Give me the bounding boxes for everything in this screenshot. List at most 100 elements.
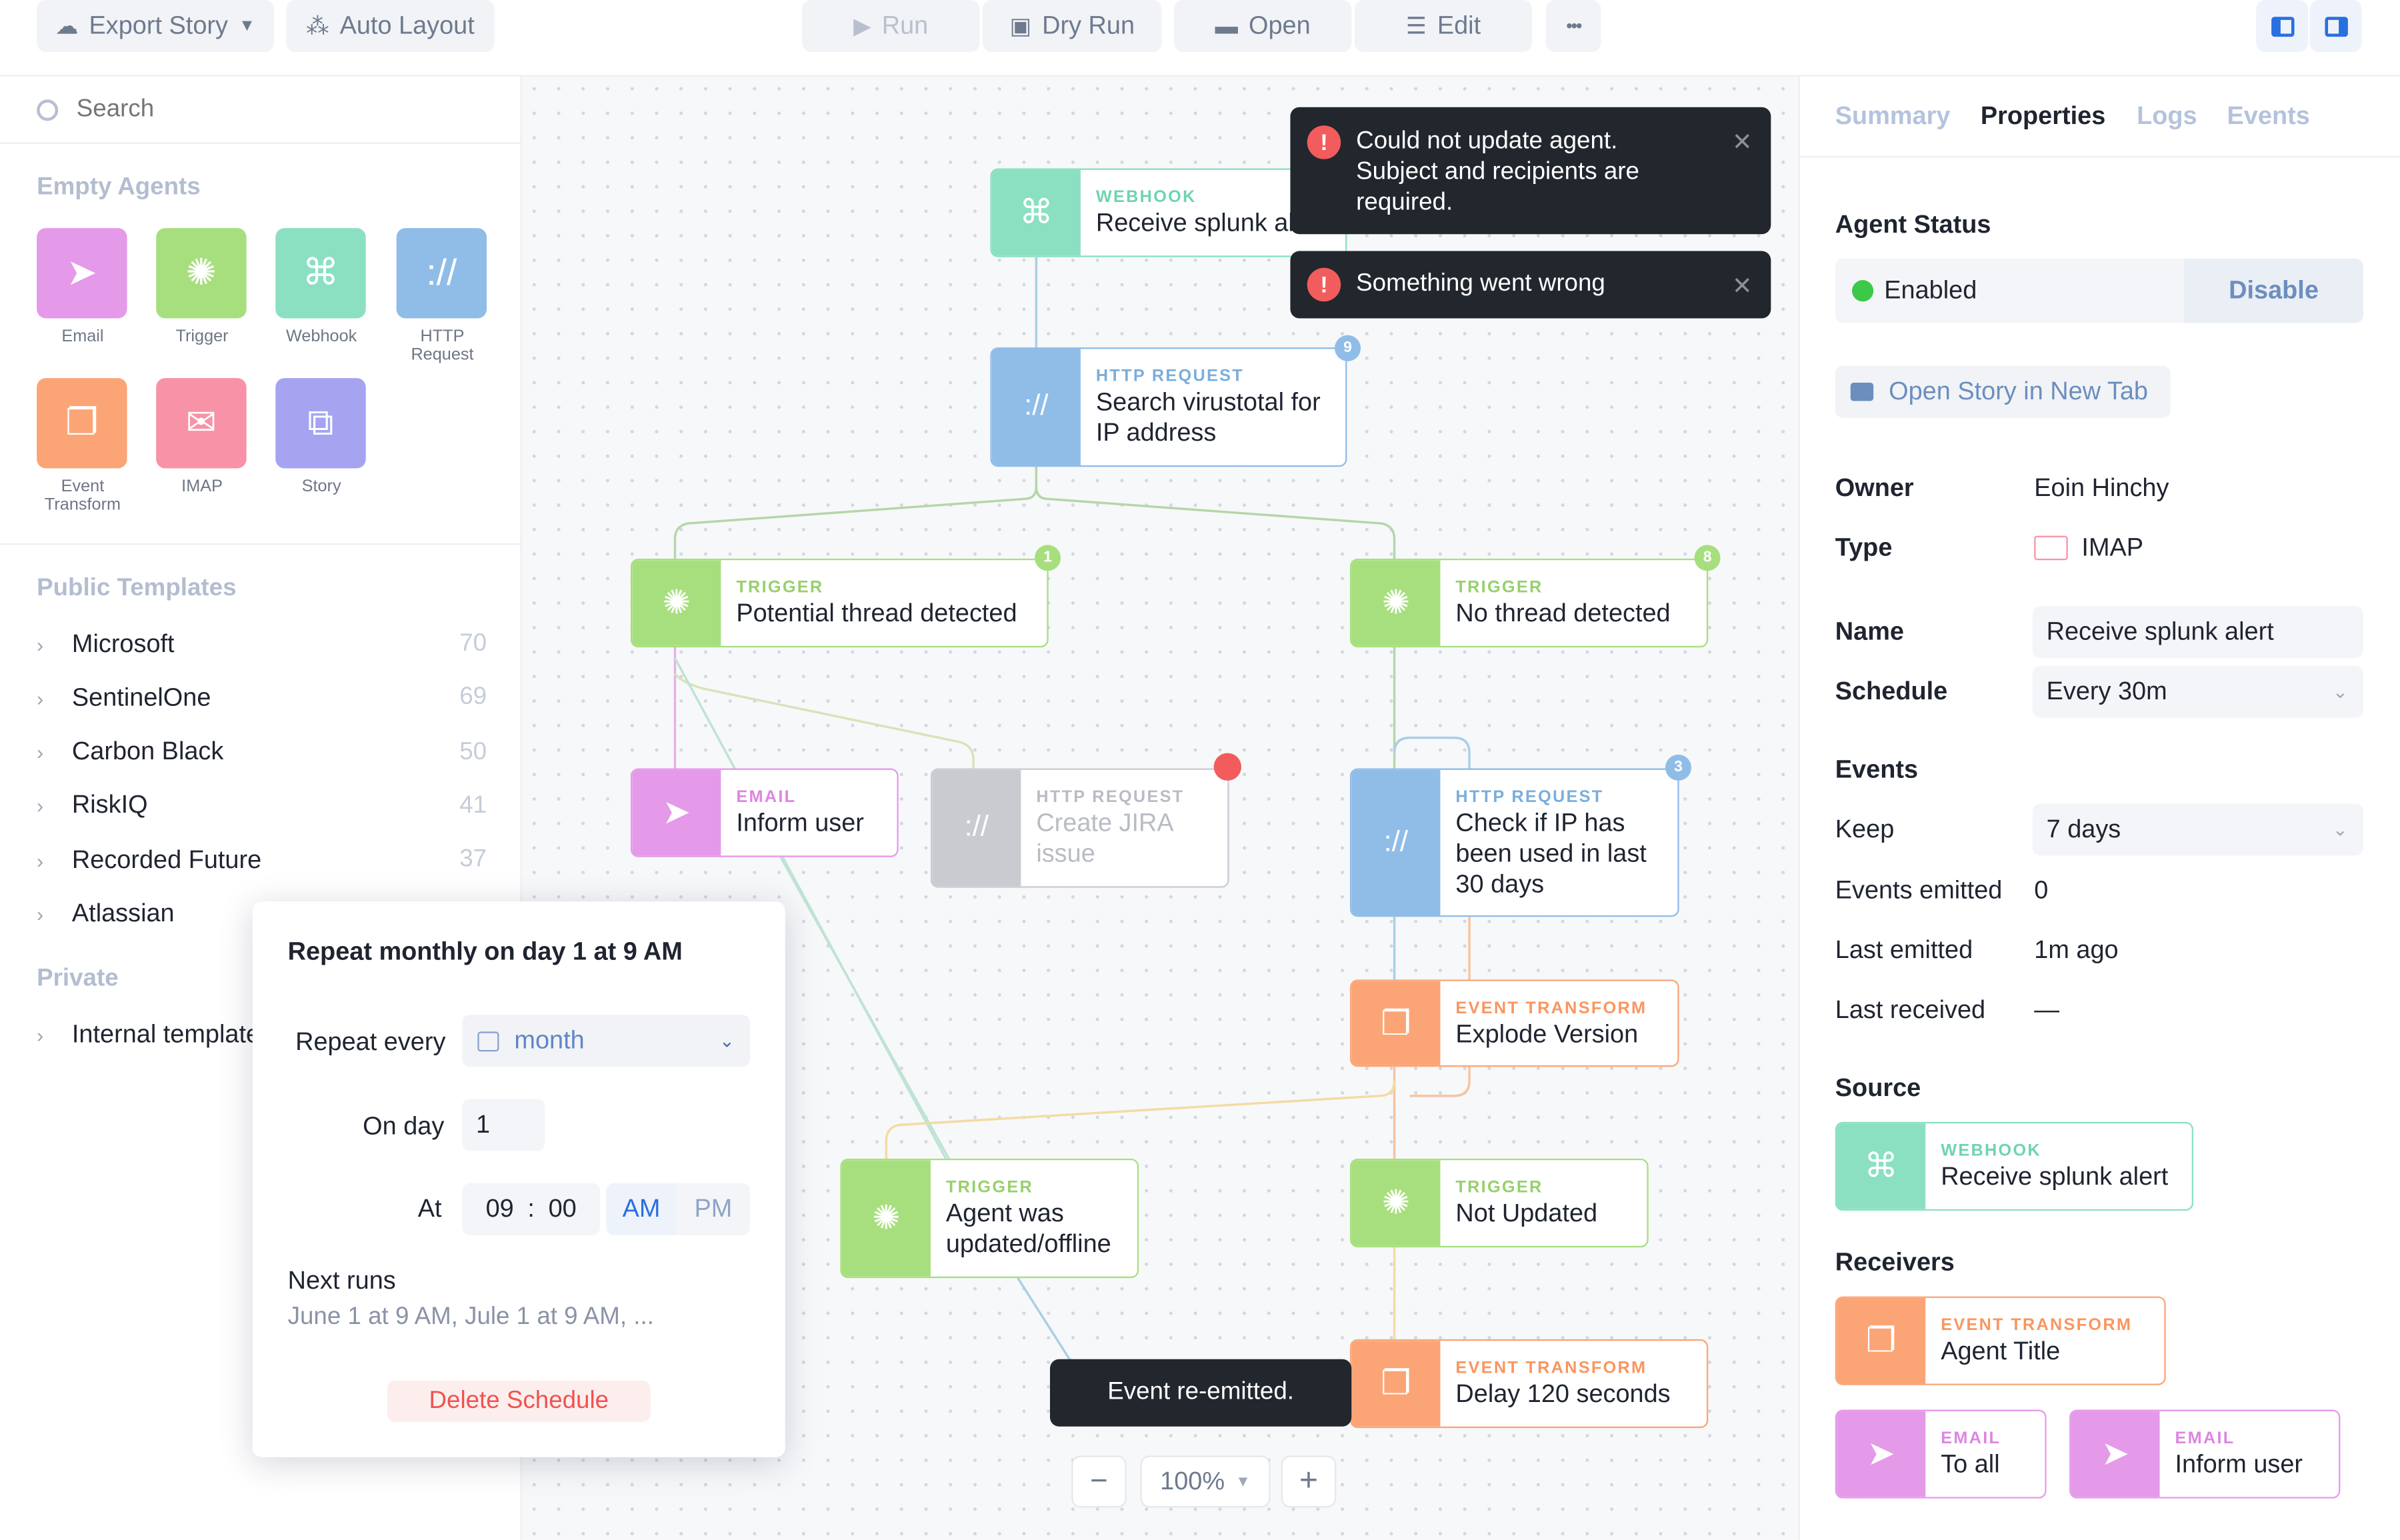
template-item[interactable]: › SentinelOne 69 [37, 683, 487, 712]
day-input[interactable]: 1 [462, 1099, 545, 1151]
trigger-icon: ✺ [632, 560, 721, 646]
public-templates-heading: Public Templates [37, 575, 237, 602]
trigger-icon: ✺ [1351, 560, 1441, 646]
tab-properties[interactable]: Properties [1980, 102, 2106, 131]
schedule-title: Repeat monthly on day 1 at 9 AM [287, 938, 683, 966]
agent-node[interactable]: ❐ EVENT TRANSFORM Delay 120 seconds [1349, 1339, 1709, 1429]
agent-node[interactable]: :// HTTP REQUEST Search virustotal for I… [990, 347, 1347, 467]
private-heading: Private [37, 965, 119, 992]
agent-node[interactable]: ⌘ WEBHOOK Receive splunk alert [990, 168, 1347, 257]
webhook-icon: ⌘ [275, 228, 366, 319]
type-value: IMAP [2081, 534, 2144, 562]
transform-icon: ❐ [1351, 981, 1441, 1065]
transform-icon: ❐ [1837, 1297, 1926, 1384]
template-item-internal[interactable]: › Internal templates [37, 1020, 273, 1048]
repeat-select[interactable]: month ⌄ [462, 1015, 750, 1067]
template-item[interactable]: › Recorded Future 37 [37, 845, 487, 874]
dry-run-button[interactable]: ▣ Dry Run [982, 0, 1162, 53]
imap-icon [2034, 535, 2068, 561]
keep-select[interactable]: 7 days ⌄ [2032, 803, 2363, 856]
run-button[interactable]: ▶ Run [802, 0, 980, 53]
source-node[interactable]: ⌘ WEBHOOK Receive splunk alert [1835, 1121, 2194, 1211]
toolbar: ☁ Export Story ▼ ⁂ Auto Layout ▶ Run ▣ Dry Ru… [0, 0, 2400, 77]
agent-node[interactable]: ✺ TRIGGER Potential thread detected [630, 559, 1049, 648]
trigger-icon: ✺ [841, 1160, 931, 1277]
error-indicator-dot [1213, 753, 1241, 781]
template-item[interactable]: › Microsoft 70 [37, 629, 487, 658]
export-story-button[interactable]: ☁ Export Story ▼ [37, 0, 274, 53]
zoom-in-button[interactable]: + [1281, 1455, 1337, 1508]
name-input[interactable]: Receive splunk alert [2032, 606, 2363, 659]
agent-tile[interactable]: ❐ Event Transform [37, 378, 129, 514]
close-icon[interactable]: ✕ [1732, 130, 1753, 157]
agent-tile[interactable]: ➤ Email [37, 228, 129, 346]
left-sidebar: Empty Agents ➤ Email ✺ Trigger ⌘ Webhook… [0, 76, 522, 1540]
imap-icon: ✉ [156, 378, 247, 469]
agent-node[interactable]: ➤ EMAIL Inform user [630, 768, 899, 857]
receiver-node[interactable]: ➤ EMAIL To all [1835, 1409, 2047, 1499]
agent-tile[interactable]: :// HTTP Request [396, 228, 489, 364]
open-button[interactable]: ▬ Open [1173, 0, 1352, 53]
chevron-right-icon: › [37, 741, 44, 764]
time-input[interactable]: 09:00 [462, 1183, 600, 1235]
agent-node[interactable]: ❐ EVENT TRANSFORM Explode Version [1349, 979, 1679, 1067]
auto-layout-button[interactable]: ⁂ Auto Layout [286, 0, 495, 53]
agent-tile[interactable]: ⌘ Webhook [275, 228, 367, 346]
zoom-out-button[interactable]: − [1071, 1455, 1127, 1508]
story-icon: ⧉ [275, 378, 366, 469]
node-badge: 9 [1335, 335, 1361, 361]
receiver-node[interactable]: ❐ EVENT TRANSFORM Agent Title [1835, 1296, 2166, 1385]
agent-node[interactable]: :// HTTP REQUEST Check if IP has been us… [1349, 768, 1679, 917]
dry-run-icon: ▣ [1009, 13, 1032, 40]
agent-node[interactable]: :// HTTP REQUEST Create JIRA issue [930, 768, 1229, 888]
template-item[interactable]: › RiskIQ 41 [37, 791, 487, 820]
agent-node[interactable]: ✺ TRIGGER Not Updated [1349, 1158, 1649, 1248]
status-text: Enabled [1884, 277, 1977, 305]
search-box[interactable] [0, 77, 521, 144]
http-icon: :// [396, 228, 487, 319]
tab-summary[interactable]: Summary [1835, 102, 1951, 131]
chevron-right-icon: › [37, 849, 44, 872]
schedule-select[interactable]: Every 30m ⌄ [2032, 665, 2363, 718]
tab-events[interactable]: Events [2227, 102, 2310, 131]
chevron-right-icon: › [37, 795, 44, 818]
node-badge: 8 [1694, 545, 1721, 571]
agent-status-heading: Agent Status [1835, 211, 1991, 239]
receiver-node[interactable]: ➤ EMAIL Inform user [2069, 1409, 2341, 1499]
agent-node[interactable]: ✺ TRIGGER Agent was updated/offline [840, 1158, 1139, 1279]
status-row: Enabled Disable [1835, 259, 2363, 323]
event-toast: Event re-emitted. [1049, 1359, 1352, 1427]
chevron-down-icon: ⌄ [2332, 819, 2348, 841]
chevron-down-icon: ▼ [1235, 1473, 1251, 1491]
pm-toggle[interactable]: PM [676, 1183, 750, 1235]
left-panel-toggle[interactable] [2256, 0, 2309, 53]
send-icon: ➤ [632, 769, 721, 856]
template-item[interactable]: › Atlassian [37, 899, 175, 928]
close-icon[interactable]: ✕ [1732, 273, 1753, 300]
node-badge: 3 [1665, 754, 1691, 781]
right-panel-toggle[interactable] [2309, 0, 2362, 53]
tab-logs[interactable]: Logs [2137, 102, 2197, 131]
open-new-tab-button[interactable]: Open Story in New Tab [1835, 365, 2171, 418]
disable-button[interactable]: Disable [2184, 259, 2363, 323]
template-item[interactable]: › Carbon Black 50 [37, 737, 487, 766]
zoom-select[interactable]: 100% ▼ [1140, 1455, 1271, 1508]
agent-tile[interactable]: ⧉ Story [275, 378, 367, 496]
error-icon: ! [1307, 125, 1341, 159]
agent-node[interactable]: ✺ TRIGGER No thread detected [1349, 559, 1709, 648]
panel-left-icon [2270, 16, 2294, 36]
am-toggle[interactable]: AM [606, 1183, 677, 1235]
agent-tile[interactable]: ✺ Trigger [156, 228, 248, 346]
events-heading: Events [1835, 756, 1919, 784]
delete-schedule-button[interactable]: Delete Schedule [387, 1380, 651, 1422]
chevron-down-icon: ⌄ [2332, 681, 2348, 703]
search-input[interactable] [76, 95, 459, 123]
send-icon: ➤ [2071, 1411, 2160, 1497]
transform-icon: ❐ [1351, 1341, 1441, 1427]
edit-button[interactable]: ☰ Edit [1354, 0, 1533, 53]
agent-tile[interactable]: ✉ IMAP [156, 378, 248, 496]
layout-icon: ⁂ [306, 13, 329, 40]
owner-value: Eoin Hinchy [2034, 474, 2169, 503]
more-button[interactable]: ••• [1545, 0, 1601, 53]
